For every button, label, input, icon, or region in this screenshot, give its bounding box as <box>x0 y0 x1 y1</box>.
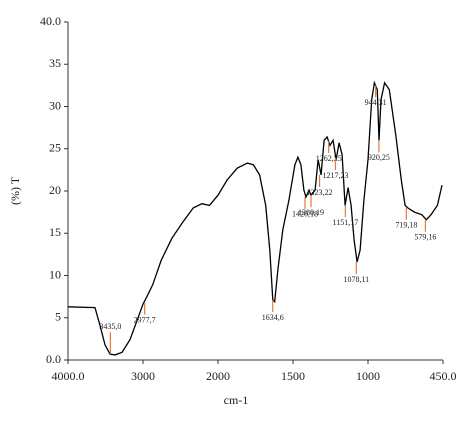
peak-label: 1262,25 <box>316 154 342 163</box>
y-tick-label: 0.0 <box>46 352 61 366</box>
y-tick-label: 40.0 <box>40 14 61 28</box>
y-tick-label: 25 <box>49 141 61 155</box>
x-tick-label: 1500 <box>281 369 305 383</box>
peak-label: 1323,22 <box>307 188 333 197</box>
x-axis-label: cm-1 <box>224 393 249 407</box>
peak-label: 579,16 <box>414 233 436 242</box>
x-tick-label: 450.0 <box>430 369 457 383</box>
x-tick-label: 3000 <box>131 369 155 383</box>
peak-label: 1634,6 <box>262 313 284 322</box>
x-tick-label: 1000 <box>356 369 380 383</box>
y-tick-label: 10 <box>49 267 61 281</box>
y-tick-label: 15 <box>49 225 61 239</box>
peak-label: 944,31 <box>365 98 387 107</box>
x-tick-label: 2000 <box>206 369 230 383</box>
x-tick-label: 4000.0 <box>52 369 85 383</box>
peak-label: 920,25 <box>368 153 390 162</box>
y-tick-label: 30 <box>49 98 61 112</box>
y-tick-label: 35 <box>49 56 61 70</box>
peak-label: 1217,23 <box>322 171 348 180</box>
y-tick-label: 5 <box>55 310 61 324</box>
peak-label: 1380,19 <box>298 208 324 217</box>
peak-label: 1078,11 <box>343 275 369 284</box>
y-tick-label: 20 <box>49 183 61 197</box>
peak-label: 1151,17 <box>332 218 358 227</box>
peak-label: 2977,7 <box>134 315 156 324</box>
peak-label: 719,18 <box>395 221 417 230</box>
peak-label: 3435,0 <box>99 322 121 331</box>
y-axis-label: (%) T <box>8 176 22 205</box>
spectrum-line <box>67 80 443 356</box>
peak-label: 1420,18 <box>292 210 318 219</box>
